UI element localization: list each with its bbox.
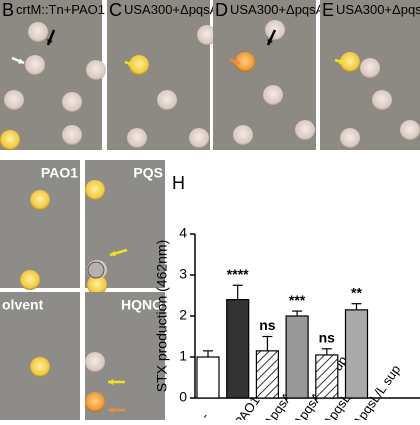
colony [87, 275, 107, 295]
colony [28, 22, 48, 42]
significance-label: ns [259, 317, 276, 333]
colony [85, 392, 105, 412]
x-tick-label: - [197, 410, 212, 420]
panel-letter: D [215, 0, 228, 20]
bar [344, 309, 369, 399]
panel-title: C USA300+ΔpqsA [109, 0, 219, 20]
panel-caption: crtM::Tn+PAO1 [16, 2, 105, 17]
panel-label: PQS [133, 165, 163, 181]
bar [285, 315, 309, 399]
arrow-head [339, 58, 345, 65]
arrow-head [234, 58, 240, 65]
colony [189, 128, 209, 148]
panel-title: D USA300+ΔpqsA/A+ [215, 0, 344, 20]
bar [255, 350, 279, 399]
colony [400, 120, 420, 140]
colony [235, 52, 255, 72]
colony [157, 90, 177, 110]
panel-caption: USA300+ΔpqsA/A+ [230, 2, 344, 17]
colony [233, 125, 253, 145]
panel-letter: H [172, 173, 185, 193]
colony [30, 190, 50, 210]
colony [85, 352, 105, 372]
panel-letter: E [322, 0, 334, 20]
y-tick-label: 1 [179, 348, 187, 364]
significance-label: **** [227, 266, 249, 282]
panel-letter: B [2, 0, 14, 20]
arrow-head [128, 60, 134, 67]
colony [30, 357, 50, 377]
colony [197, 25, 217, 45]
colony [4, 90, 24, 110]
colony [86, 60, 106, 80]
panel-caption: USA300+ΔpqsA [124, 2, 219, 17]
panel-label: HQNO [121, 297, 163, 313]
colony [62, 125, 82, 145]
panel-label: PAO1 [41, 165, 78, 181]
significance-label: ** [351, 284, 362, 300]
arrow-head [110, 250, 116, 257]
arrow-head [108, 379, 114, 385]
colony [340, 52, 360, 72]
colony [127, 128, 147, 148]
colony [295, 120, 315, 140]
y-tick-label: 2 [179, 307, 187, 323]
panel-letter: C [109, 0, 122, 20]
photo [0, 292, 80, 420]
y-tick-label: 4 [179, 225, 187, 241]
panel-caption: USA300+ΔpqsL [336, 2, 420, 17]
y-tick-label: 0 [179, 389, 187, 405]
colony [62, 92, 82, 112]
colony [340, 128, 360, 148]
colony-halo [87, 261, 105, 279]
bar [196, 356, 220, 399]
panel-label: olvent [2, 297, 44, 313]
bar [315, 354, 339, 399]
colony [129, 55, 149, 75]
colony [85, 180, 105, 200]
arrow-head [47, 39, 53, 45]
colony [0, 130, 20, 150]
y-tick-label: 3 [179, 266, 187, 282]
colony [360, 58, 380, 78]
photo [0, 160, 80, 288]
significance-label: *** [289, 292, 306, 308]
significance-label: ns [319, 330, 336, 346]
photo [107, 0, 210, 150]
y-axis-label: STX production (462nm) [154, 240, 170, 393]
photo [0, 0, 102, 150]
arrow-head [267, 39, 273, 45]
colony [20, 270, 40, 290]
colony [25, 55, 45, 75]
colony [263, 85, 283, 105]
arrow-head [18, 58, 24, 64]
arrow-head [108, 407, 114, 413]
panel-title: E USA300+ΔpqsL [322, 0, 420, 20]
colony [372, 90, 392, 110]
bar [226, 299, 250, 399]
